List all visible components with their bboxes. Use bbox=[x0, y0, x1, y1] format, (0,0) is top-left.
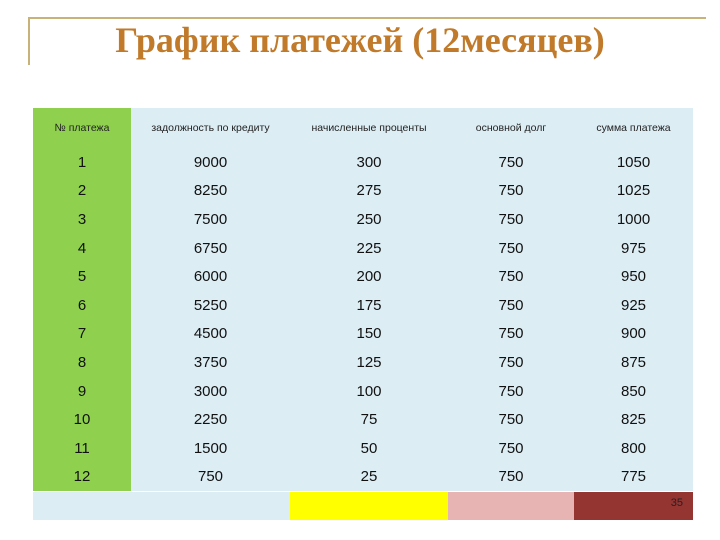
cell-payment-number: 9 bbox=[33, 376, 131, 406]
cell-accrued-interest: 125 bbox=[290, 348, 448, 377]
cell-payment-amount: 975 bbox=[574, 233, 693, 263]
cell-payment-amount: 925 bbox=[574, 290, 693, 320]
table-row: 3 7500 250 750 1000 bbox=[33, 205, 693, 234]
cell-payment-number: 10 bbox=[33, 405, 131, 434]
cell-payment-amount: 1000 bbox=[574, 205, 693, 234]
cell-principal: 750 bbox=[448, 319, 574, 349]
cell-payment-amount: 900 bbox=[574, 319, 693, 349]
cell-loan-balance: 9000 bbox=[131, 148, 290, 177]
cell-accrued-interest: 100 bbox=[290, 376, 448, 406]
table-row: 7 4500 150 750 900 bbox=[33, 319, 693, 349]
table-row: 2 8250 275 750 1025 bbox=[33, 176, 693, 206]
cell-payment-amount: 1025 bbox=[574, 176, 693, 206]
cell-accrued-interest: 275 bbox=[290, 176, 448, 206]
cell-accrued-interest: 225 bbox=[290, 233, 448, 263]
cell-principal: 750 bbox=[448, 462, 574, 492]
table-row: 6 5250 175 750 925 bbox=[33, 290, 693, 320]
table-row: 1 9000 300 750 1050 bbox=[33, 148, 693, 177]
table-row: 8 3750 125 750 875 bbox=[33, 348, 693, 377]
cell-loan-balance: 5250 bbox=[131, 290, 290, 320]
cell-accrued-interest: 150 bbox=[290, 319, 448, 349]
cell-payment-amount: 800 bbox=[574, 433, 693, 463]
cell-payment-number: 8 bbox=[33, 348, 131, 377]
cell-principal: 750 bbox=[448, 376, 574, 406]
cell-loan-balance: 2250 bbox=[131, 405, 290, 434]
cell-principal: 750 bbox=[448, 348, 574, 377]
cell-payment-number: 11 bbox=[33, 433, 131, 463]
cell-payment-number: 2 bbox=[33, 176, 131, 206]
table-row: 10 2250 75 750 825 bbox=[33, 405, 693, 434]
cell-principal: 750 bbox=[448, 262, 574, 291]
header-payment-number: № платежа bbox=[33, 108, 131, 148]
cell-principal: 750 bbox=[448, 176, 574, 206]
table-footer-row: 35 bbox=[33, 492, 693, 520]
cell-loan-balance: 1500 bbox=[131, 433, 290, 463]
footer-cell-pink bbox=[448, 492, 574, 520]
cell-payment-number: 7 bbox=[33, 319, 131, 349]
table-body: 1 9000 300 750 1050 2 8250 275 750 1025 3 7500 250 75… bbox=[33, 148, 693, 492]
slide-title: График платежей (12месяцев) bbox=[115, 20, 605, 60]
header-loan-balance: задолжность по кредиту bbox=[131, 108, 290, 148]
cell-principal: 750 bbox=[448, 290, 574, 320]
cell-payment-number: 5 bbox=[33, 262, 131, 291]
cell-accrued-interest: 300 bbox=[290, 148, 448, 177]
cell-principal: 750 bbox=[448, 233, 574, 263]
cell-accrued-interest: 75 bbox=[290, 405, 448, 434]
table-row: 11 1500 50 750 800 bbox=[33, 433, 693, 463]
header-payment-amount: сумма платежа bbox=[574, 108, 693, 148]
table-row: 12 750 25 750 775 bbox=[33, 462, 693, 492]
cell-principal: 750 bbox=[448, 405, 574, 434]
cell-payment-amount: 850 bbox=[574, 376, 693, 406]
cell-payment-amount: 825 bbox=[574, 405, 693, 434]
cell-payment-amount: 1050 bbox=[574, 148, 693, 177]
cell-accrued-interest: 50 bbox=[290, 433, 448, 463]
cell-loan-balance: 6750 bbox=[131, 233, 290, 263]
table-row: 4 6750 225 750 975 bbox=[33, 233, 693, 263]
title-frame-top-line bbox=[28, 17, 706, 19]
footer-cell-maroon: 35 bbox=[574, 492, 693, 520]
cell-principal: 750 bbox=[448, 205, 574, 234]
title-frame-left-line bbox=[28, 17, 30, 65]
cell-payment-number: 12 bbox=[33, 462, 131, 492]
payment-schedule-table: № платежа задолжность по кредиту начисле… bbox=[33, 108, 693, 492]
cell-loan-balance: 6000 bbox=[131, 262, 290, 291]
cell-accrued-interest: 25 bbox=[290, 462, 448, 492]
cell-accrued-interest: 250 bbox=[290, 205, 448, 234]
cell-loan-balance: 750 bbox=[131, 462, 290, 492]
cell-loan-balance: 4500 bbox=[131, 319, 290, 349]
cell-payment-amount: 950 bbox=[574, 262, 693, 291]
cell-loan-balance: 3000 bbox=[131, 376, 290, 406]
cell-payment-number: 6 bbox=[33, 290, 131, 320]
table-row: 9 3000 100 750 850 bbox=[33, 376, 693, 406]
cell-principal: 750 bbox=[448, 433, 574, 463]
table-row: 5 6000 200 750 950 bbox=[33, 262, 693, 291]
header-principal: основной долг bbox=[448, 108, 574, 148]
header-accrued-interest: начисленные проценты bbox=[290, 108, 448, 148]
cell-loan-balance: 3750 bbox=[131, 348, 290, 377]
cell-loan-balance: 8250 bbox=[131, 176, 290, 206]
cell-payment-number: 3 bbox=[33, 205, 131, 234]
cell-payment-amount: 775 bbox=[574, 462, 693, 492]
page-number: 35 bbox=[670, 497, 683, 509]
cell-accrued-interest: 175 bbox=[290, 290, 448, 320]
cell-payment-number: 4 bbox=[33, 233, 131, 263]
cell-payment-number: 1 bbox=[33, 148, 131, 177]
cell-payment-amount: 875 bbox=[574, 348, 693, 377]
cell-loan-balance: 7500 bbox=[131, 205, 290, 234]
cell-accrued-interest: 200 bbox=[290, 262, 448, 291]
footer-cell-yellow bbox=[290, 492, 448, 520]
cell-principal: 750 bbox=[448, 148, 574, 177]
footer-cell-blue bbox=[33, 492, 290, 520]
table-header-row: № платежа задолжность по кредиту начисле… bbox=[33, 108, 693, 148]
